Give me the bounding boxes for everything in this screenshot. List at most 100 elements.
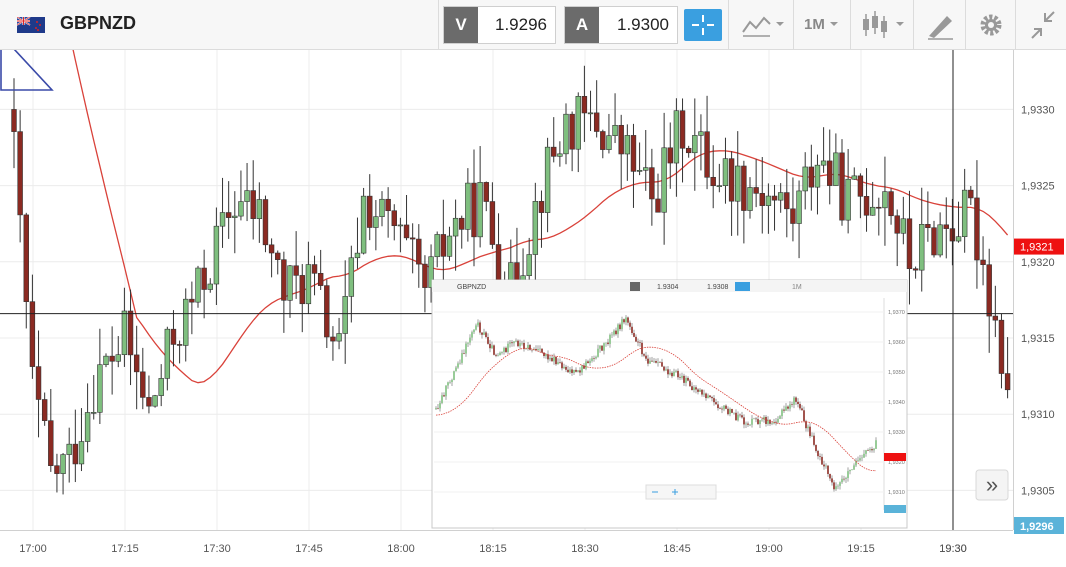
candle xyxy=(857,173,864,219)
toolbar-divider xyxy=(850,0,851,50)
inset-candle xyxy=(653,358,655,364)
drawing-tool-icon[interactable] xyxy=(925,8,955,42)
candle xyxy=(716,163,723,193)
inset-candle xyxy=(707,393,709,399)
gear-icon[interactable] xyxy=(977,8,1007,42)
candle xyxy=(643,129,649,191)
toolbar-divider xyxy=(913,0,914,50)
inset-candle xyxy=(531,349,533,353)
candle xyxy=(538,190,545,248)
inset-candle xyxy=(741,411,743,419)
candle xyxy=(931,220,937,258)
candle xyxy=(29,274,36,379)
inset-candle xyxy=(651,356,653,363)
inset-y-tick: 1,9370 xyxy=(888,310,905,316)
candle xyxy=(949,198,956,266)
inset-candle xyxy=(851,469,853,471)
price-chart[interactable]: 1,9330 1,9325 1,9320 1,9315 1,9310 1,9305 1,93… xyxy=(0,50,1066,567)
inset-candle xyxy=(517,339,519,348)
sell-quote-button[interactable]: V 1.9296 xyxy=(443,6,556,44)
candle xyxy=(489,182,496,249)
candle xyxy=(630,123,637,208)
candle xyxy=(299,264,305,333)
candle xyxy=(612,93,618,144)
inset-candle xyxy=(527,342,529,351)
inset-candle xyxy=(621,316,623,332)
inset-candle xyxy=(631,323,633,335)
timeframe-dropdown[interactable]: 1M xyxy=(804,16,825,33)
inset-candle xyxy=(459,359,461,365)
inset-candle xyxy=(737,411,739,422)
crosshair-button[interactable] xyxy=(684,9,722,41)
crosshair-price-tag: 1,9321 xyxy=(1014,238,1064,255)
inset-candle xyxy=(683,373,685,386)
inset-candle xyxy=(827,464,829,477)
inset-candle xyxy=(579,367,581,376)
candle xyxy=(152,394,158,408)
inset-chart-snapshot: GBPNZD 1.9304 1.9308 1M 1,9370 1,9360 1,9350 1,… xyxy=(431,279,908,529)
inset-candle xyxy=(451,378,453,387)
candle xyxy=(373,200,379,251)
inset-candle xyxy=(715,398,717,405)
inset-candle xyxy=(649,357,651,364)
inset-candle xyxy=(693,385,695,393)
inset-candle xyxy=(863,449,865,458)
inset-candle xyxy=(467,342,469,347)
candle xyxy=(636,142,643,176)
inset-candle xyxy=(539,345,541,353)
candle xyxy=(293,231,299,299)
candle xyxy=(679,98,686,183)
candle xyxy=(894,209,900,267)
inset-candle xyxy=(599,345,601,353)
buy-quote-button[interactable]: A 1.9300 xyxy=(564,6,678,44)
candle xyxy=(974,160,980,289)
triangle-drawing[interactable] xyxy=(0,50,54,91)
toolbar-divider xyxy=(728,0,729,50)
toolbar-divider xyxy=(793,0,794,50)
inset-candle xyxy=(795,396,797,405)
candle xyxy=(48,388,54,472)
inset-candle xyxy=(609,333,611,348)
inset-candle xyxy=(529,344,531,351)
crosshair-icon xyxy=(692,15,714,35)
candle xyxy=(747,177,753,219)
candle xyxy=(428,244,434,303)
candle xyxy=(23,212,29,329)
candle xyxy=(685,145,692,158)
collapse-icon[interactable] xyxy=(1028,8,1058,42)
inset-candle xyxy=(477,319,479,328)
inset-candle xyxy=(645,351,647,361)
candle xyxy=(189,281,195,335)
x-tick-label: 17:15 xyxy=(111,543,139,555)
candle xyxy=(955,201,962,243)
candle xyxy=(581,65,588,142)
y-tick-label: 1,9310 xyxy=(1021,409,1055,421)
candle xyxy=(833,133,839,186)
y-tick-label: 1,9320 xyxy=(1021,257,1055,269)
scroll-right-button[interactable]: » xyxy=(975,469,1009,501)
candle xyxy=(397,217,404,253)
candle xyxy=(814,154,821,215)
inset-candle xyxy=(627,316,629,326)
inset-candle xyxy=(745,421,747,429)
candle xyxy=(937,212,943,258)
chart-type-icon[interactable] xyxy=(740,8,788,42)
candle xyxy=(593,80,600,138)
candle xyxy=(606,113,612,154)
inset-candle xyxy=(555,356,557,366)
inset-candle xyxy=(603,342,605,355)
candle xyxy=(127,289,134,386)
candle xyxy=(802,152,808,210)
inset-candle xyxy=(757,415,759,426)
candlestick-icon[interactable] xyxy=(860,8,908,42)
x-tick-label: 19:15 xyxy=(847,543,875,555)
symbol-title: GBPNZD xyxy=(60,13,136,33)
inset-candle xyxy=(537,345,539,352)
candle xyxy=(784,168,790,238)
inset-y-tick: 1,9360 xyxy=(888,340,905,346)
candle xyxy=(900,196,907,245)
inset-candle xyxy=(721,406,723,414)
inset-candle xyxy=(695,385,697,394)
candle xyxy=(360,187,367,255)
inset-candle xyxy=(607,338,609,346)
